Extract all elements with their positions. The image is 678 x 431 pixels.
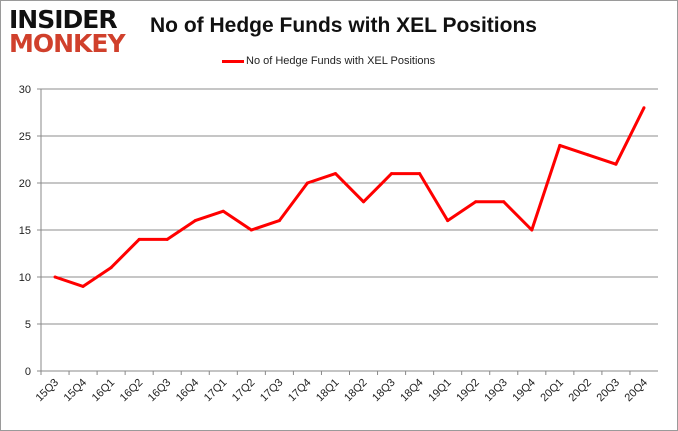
x-tick-label: 18Q4 xyxy=(398,377,426,405)
data-point xyxy=(81,284,85,288)
x-tick-label: 16Q2 xyxy=(118,377,146,405)
y-tick-label: 25 xyxy=(19,131,31,143)
series-line xyxy=(54,107,646,288)
x-tick-label: 17Q3 xyxy=(258,377,286,405)
x-tick-label: 19Q3 xyxy=(482,377,510,405)
x-tick-label: 19Q2 xyxy=(454,377,482,405)
insider-monkey-logo: INSIDER MONKEY xyxy=(9,5,126,58)
data-point xyxy=(53,275,57,279)
x-tick-label: 17Q2 xyxy=(230,377,258,405)
data-point xyxy=(193,219,197,223)
x-tick-label: 18Q1 xyxy=(314,377,342,405)
data-point xyxy=(137,237,141,241)
y-tick-label: 5 xyxy=(25,319,31,331)
data-point xyxy=(109,266,113,270)
data-point xyxy=(558,143,562,147)
data-point xyxy=(249,228,253,232)
data-point xyxy=(446,219,450,223)
x-tick-label: 19Q1 xyxy=(426,377,454,405)
x-tick-label: 18Q2 xyxy=(342,377,370,405)
data-point xyxy=(390,172,394,176)
y-tick-label: 15 xyxy=(19,225,31,237)
x-tick-label: 20Q4 xyxy=(623,377,651,405)
data-point xyxy=(362,200,366,204)
data-point xyxy=(502,200,506,204)
y-tick-label: 20 xyxy=(19,178,31,190)
y-tick-label: 30 xyxy=(19,84,31,96)
data-point xyxy=(642,106,646,110)
y-tick-label: 10 xyxy=(19,272,31,284)
data-point xyxy=(333,172,337,176)
data-point xyxy=(586,153,590,157)
chart-title: No of Hedge Funds with XEL Positions xyxy=(150,14,537,37)
data-point xyxy=(277,219,281,223)
data-point xyxy=(614,162,618,166)
x-tick-label: 16Q1 xyxy=(90,377,118,405)
legend-swatch xyxy=(222,59,244,63)
data-point xyxy=(165,237,169,241)
x-tick-label: 17Q4 xyxy=(286,377,314,405)
data-point xyxy=(530,228,534,232)
data-point xyxy=(474,200,478,204)
legend: No of Hedge Funds with XEL Positions xyxy=(222,55,435,67)
logo-line1: INSIDER xyxy=(9,5,118,34)
x-tick-label: 15Q4 xyxy=(62,377,90,405)
logo-line2: MONKEY xyxy=(9,29,126,58)
x-tick-label: 20Q2 xyxy=(566,377,594,405)
data-point xyxy=(305,181,309,185)
x-tick-label: 19Q4 xyxy=(510,377,538,405)
x-tick-label: 20Q1 xyxy=(538,377,566,405)
data-point xyxy=(221,209,225,213)
x-tick-label: 20Q3 xyxy=(595,377,623,405)
x-tick-label: 16Q4 xyxy=(174,377,202,405)
legend-label: No of Hedge Funds with XEL Positions xyxy=(246,55,436,67)
x-tick-label: 16Q3 xyxy=(146,377,174,405)
data-point xyxy=(418,172,422,176)
x-tick-label: 18Q3 xyxy=(370,377,398,405)
x-tick-label: 15Q3 xyxy=(34,377,62,405)
y-tick-label: 0 xyxy=(25,366,31,378)
x-tick-label: 17Q1 xyxy=(202,377,230,405)
